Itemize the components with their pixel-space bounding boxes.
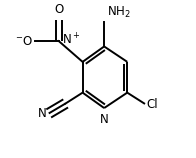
Text: O: O <box>54 3 63 16</box>
Text: N$^+$: N$^+$ <box>62 33 80 48</box>
Text: N: N <box>38 107 46 120</box>
Text: Cl: Cl <box>146 98 158 111</box>
Text: $^{-}$O: $^{-}$O <box>15 35 33 48</box>
Text: N: N <box>100 113 109 126</box>
Text: NH$_2$: NH$_2$ <box>107 5 131 20</box>
